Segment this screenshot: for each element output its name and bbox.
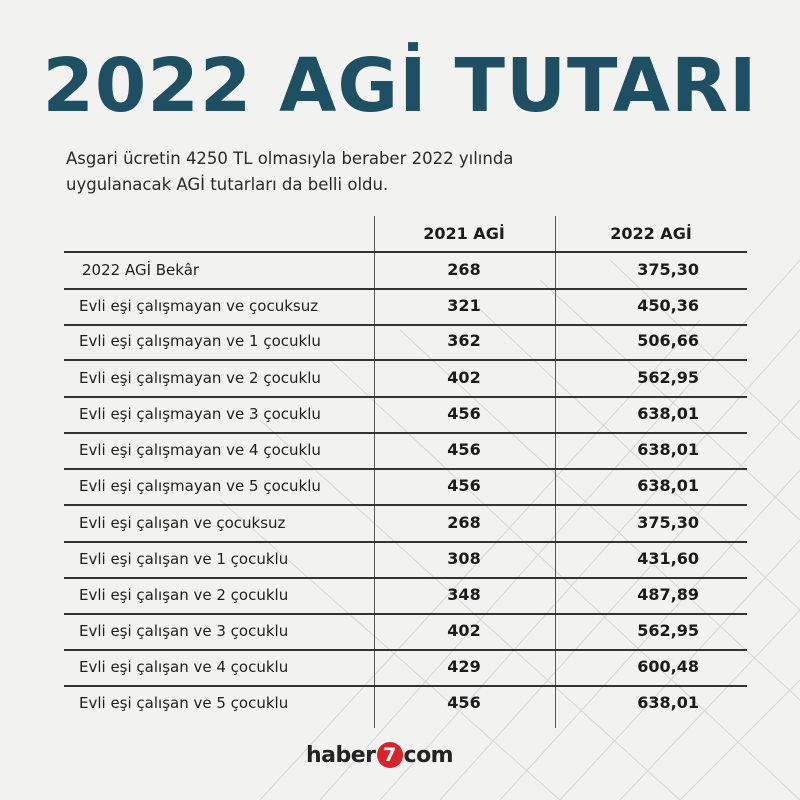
value-2022: 450,36 <box>637 296 699 315</box>
row-divider <box>64 613 747 615</box>
table-row: Evli eşi çalışan ve çocuksuz 268 375,30 <box>64 505 747 541</box>
haber7-logo: haber 7 com <box>306 738 454 772</box>
table-row: Evli eşi çalışan ve 4 çocuklu 429 600,48 <box>64 649 747 685</box>
value-2022: 506,66 <box>637 331 699 350</box>
subtitle: Asgari ücretin 4250 TL olmasıyla beraber… <box>66 146 586 198</box>
row-label: Evli eşi çalışan ve 1 çocuklu <box>79 550 289 568</box>
value-2022: 638,01 <box>637 404 699 423</box>
row-label: Evli eşi çalışan ve 2 çocuklu <box>79 586 289 604</box>
logo-prefix: haber <box>306 742 376 768</box>
row-label: Evli eşi çalışan ve 3 çocuklu <box>79 622 289 640</box>
value-2021: 362 <box>447 331 481 350</box>
value-2021: 402 <box>447 621 481 640</box>
value-2022: 487,89 <box>637 585 699 604</box>
row-divider <box>64 649 747 651</box>
table-row: Evli eşi çalışan ve 3 çocuklu 402 562,95 <box>64 613 747 649</box>
row-label: Evli eşi çalışmayan ve 1 çocuklu <box>79 332 321 350</box>
row-divider <box>64 288 747 290</box>
value-2022: 600,48 <box>637 657 699 676</box>
row-label: Evli eşi çalışmayan ve 5 çocuklu <box>79 477 321 495</box>
row-divider <box>64 396 747 398</box>
row-divider <box>64 577 747 579</box>
value-2021: 456 <box>447 404 481 423</box>
row-divider <box>64 504 747 506</box>
row-label: 2022 AGİ Bekâr <box>82 261 200 279</box>
column-divider-2 <box>555 216 556 728</box>
header-2022: 2022 AGİ <box>610 224 692 243</box>
value-2022: 562,95 <box>637 621 699 640</box>
row-divider <box>64 432 747 434</box>
column-divider-1 <box>374 216 375 728</box>
table-row: Evli eşi çalışan ve 2 çocuklu 348 487,89 <box>64 577 747 613</box>
table-row: Evli eşi çalışan ve 1 çocuklu 308 431,60 <box>64 541 747 577</box>
subtitle-line-1: Asgari ücretin 4250 TL olmasıyla beraber… <box>66 149 514 168</box>
row-label: Evli eşi çalışan ve 4 çocuklu <box>79 658 289 676</box>
value-2021: 402 <box>447 368 481 387</box>
value-2021: 268 <box>447 260 481 279</box>
table-row: Evli eşi çalışmayan ve 3 çocuklu 456 638,0… <box>64 396 747 432</box>
row-label: Evli eşi çalışmayan ve 4 çocuklu <box>79 441 321 459</box>
subtitle-line-2: uygulanacak AGİ tutarları da belli oldu. <box>66 175 389 194</box>
row-label: Evli eşi çalışmayan ve çocuksuz <box>79 297 319 315</box>
row-divider <box>64 541 747 543</box>
value-2022: 638,01 <box>637 476 699 495</box>
value-2021: 348 <box>447 585 481 604</box>
row-divider <box>64 251 747 253</box>
value-2021: 308 <box>447 549 481 568</box>
row-divider <box>64 468 747 470</box>
table-row: Evli eşi çalışmayan ve 2 çocuklu 402 562,9… <box>64 360 747 396</box>
page-title: 2022 AGİ TUTARI <box>42 43 758 129</box>
value-2021: 321 <box>447 296 481 315</box>
logo-suffix: com <box>403 742 454 768</box>
row-label: Evli eşi çalışmayan ve 2 çocuklu <box>79 369 321 387</box>
value-2022: 431,60 <box>637 549 699 568</box>
row-divider <box>64 685 747 687</box>
value-2021: 456 <box>447 476 481 495</box>
value-2022: 562,95 <box>637 368 699 387</box>
header-2021: 2021 AGİ <box>423 224 505 243</box>
value-2021: 456 <box>447 440 481 459</box>
row-divider <box>64 324 747 326</box>
table-row: Evli eşi çalışmayan ve 1 çocuklu 362 506,6… <box>64 323 747 359</box>
table-header: 2021 AGİ 2022 AGİ <box>64 216 747 251</box>
table-row: Evli eşi çalışmayan ve 4 çocuklu 456 638,0… <box>64 432 747 468</box>
row-label: Evli eşi çalışan ve 5 çocuklu <box>79 694 289 712</box>
value-2022: 375,30 <box>637 260 699 279</box>
value-2021: 268 <box>447 513 481 532</box>
row-label: Evli eşi çalışmayan ve 3 çocuklu <box>79 405 321 423</box>
row-divider <box>64 359 747 361</box>
value-2022: 638,01 <box>637 440 699 459</box>
table-row: Evli eşi çalışan ve 5 çocuklu 456 638,01 <box>64 685 747 721</box>
value-2021: 456 <box>447 693 481 712</box>
value-2021: 429 <box>447 657 481 676</box>
table-row: 2022 AGİ Bekâr 268 375,30 <box>64 252 747 288</box>
value-2022: 375,30 <box>637 513 699 532</box>
table-row: Evli eşi çalışmayan ve çocuksuz 321 450,36 <box>64 288 747 324</box>
logo-seven-badge: 7 <box>376 742 403 768</box>
row-label: Evli eşi çalışan ve çocuksuz <box>79 514 286 532</box>
value-2022: 638,01 <box>637 693 699 712</box>
table-row: Evli eşi çalışmayan ve 5 çocuklu 456 638,0… <box>64 468 747 504</box>
